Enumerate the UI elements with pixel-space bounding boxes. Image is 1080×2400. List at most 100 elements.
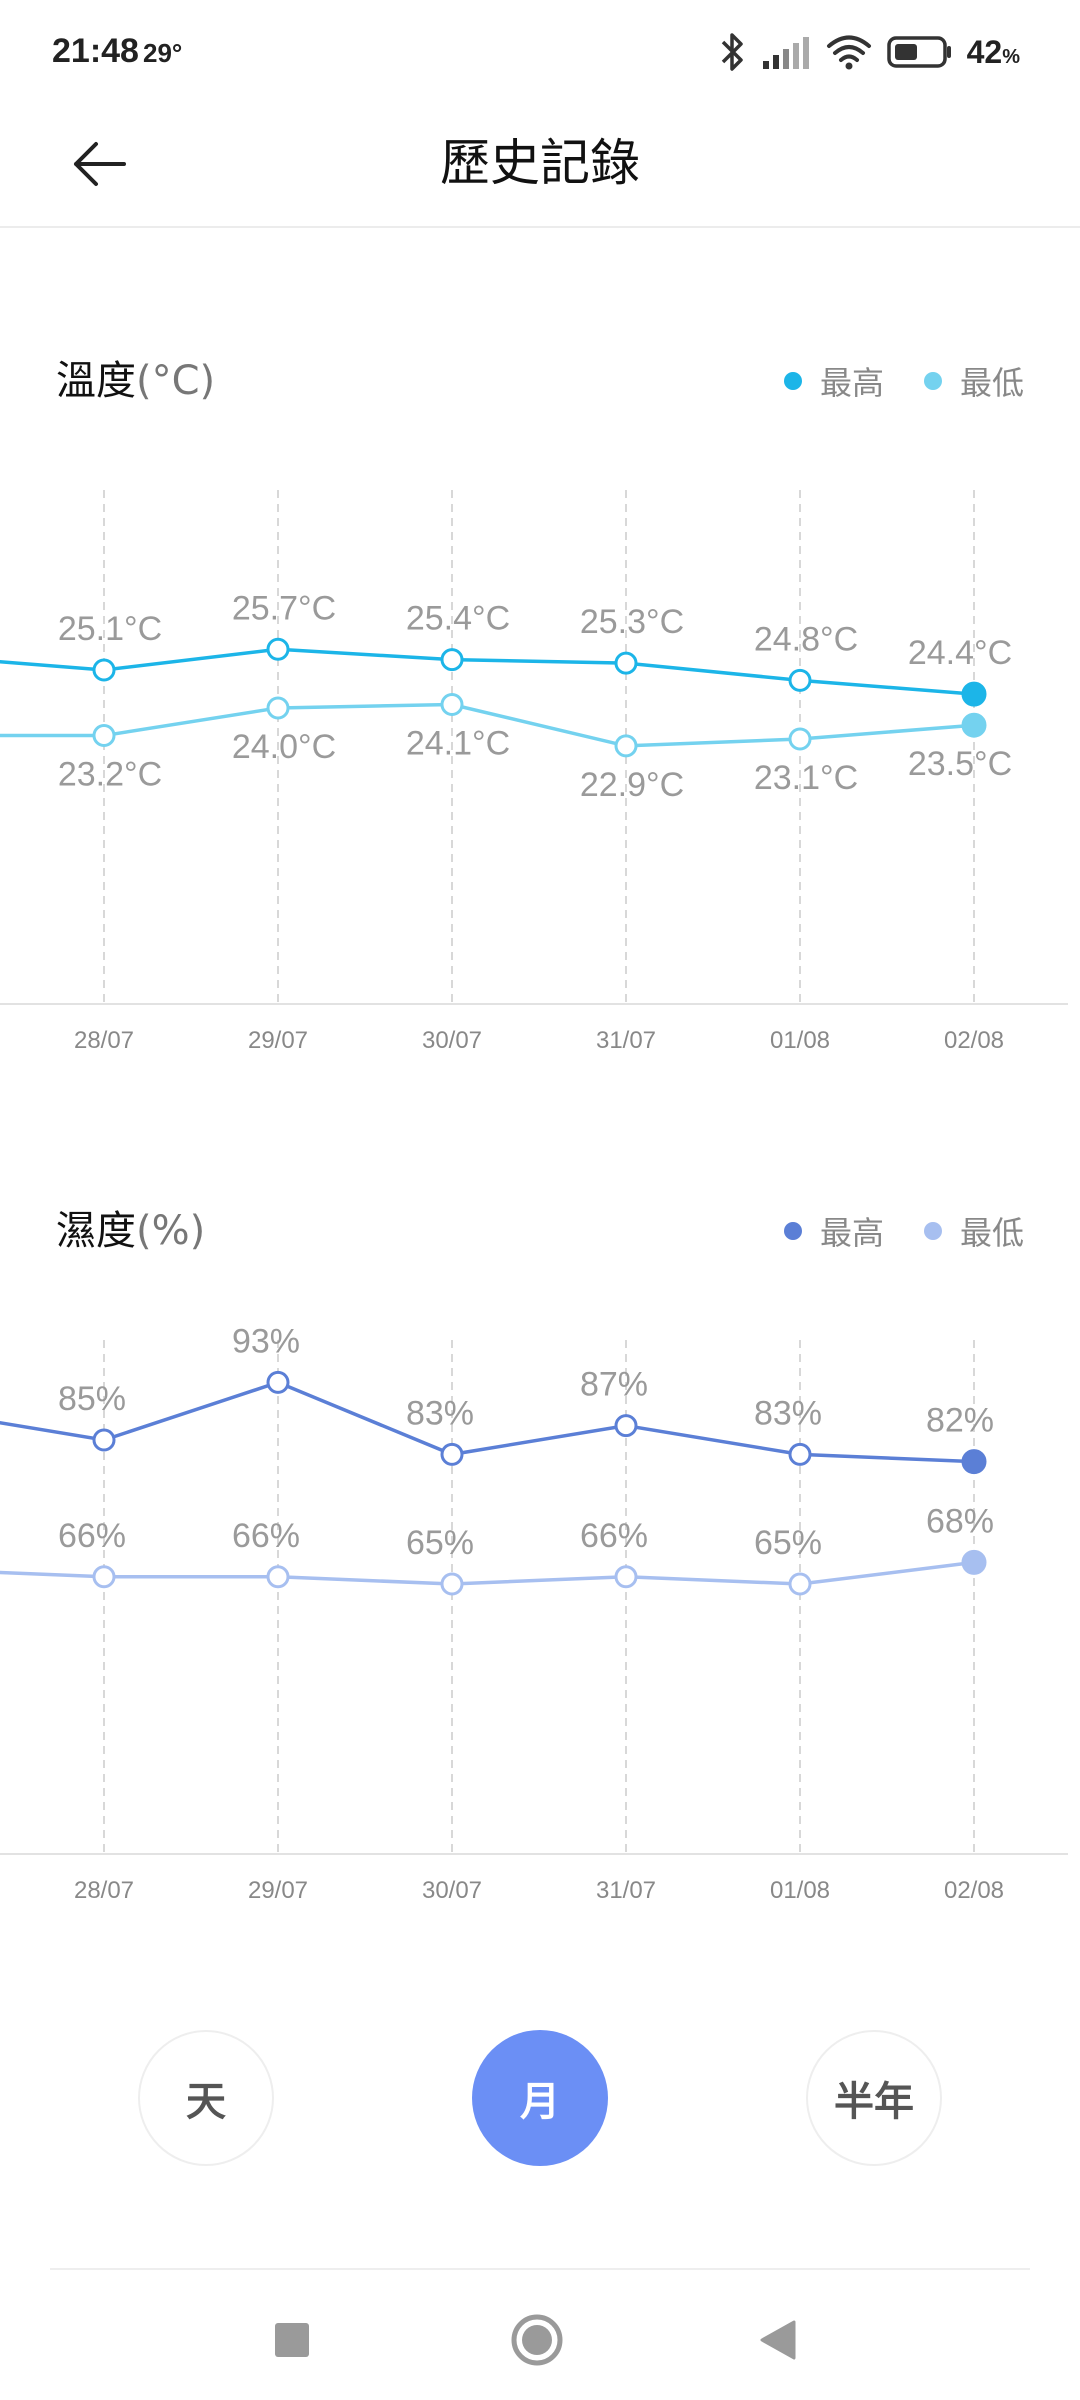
back-button[interactable] <box>60 124 140 204</box>
x-tick-label: 01/08 <box>770 1027 830 1054</box>
nav-back-button[interactable] <box>738 2300 818 2380</box>
nav-divider <box>50 2268 1030 2270</box>
square-icon <box>275 2323 309 2357</box>
x-tick-label: 28/07 <box>74 1027 134 1054</box>
x-tick-label: 29/07 <box>248 1877 308 1904</box>
triangle-back-icon <box>760 2320 796 2360</box>
bluetooth-icon <box>721 33 743 71</box>
range-selector: 天 月 半年 <box>0 2030 1080 2170</box>
x-tick-label: 02/08 <box>944 1027 1004 1054</box>
recents-button[interactable] <box>252 2300 332 2380</box>
legend-dot-max <box>783 372 802 390</box>
data-label: 24.0°C <box>232 728 336 766</box>
data-point <box>266 1370 290 1394</box>
status-temperature: 29° <box>143 38 183 68</box>
data-point <box>92 1428 116 1452</box>
x-tick-label: 02/08 <box>944 1877 1004 1904</box>
temperature-chart: 28/07 29/07 30/07 31/07 01/08 02/08 25.1°C 25.7… <box>0 490 1068 1054</box>
data-point <box>614 1414 638 1438</box>
data-point <box>614 734 638 758</box>
legend-item-max: 最高 <box>783 1208 884 1254</box>
data-point <box>440 1442 464 1466</box>
system-nav-bar <box>0 2270 1080 2400</box>
temperature-chart-title: 溫度(°C) <box>56 358 216 404</box>
x-tick-label: 31/07 <box>596 1877 656 1904</box>
data-point <box>614 1565 638 1589</box>
temperature-chart-section: 溫度(°C) 最高 最低 28/07 29/07 30/07 31/07 01/08 02… <box>0 330 1080 1070</box>
page-title: 歷史記錄 <box>440 134 640 192</box>
legend-item-min: 最低 <box>923 358 1024 404</box>
data-point <box>266 637 290 661</box>
data-point <box>92 658 116 682</box>
x-tick-label: 30/07 <box>422 1027 482 1054</box>
data-point <box>961 712 987 738</box>
data-point <box>266 696 290 720</box>
range-day-button[interactable]: 天 <box>138 2030 274 2166</box>
temperature-legend: 最高 最低 <box>783 358 1024 404</box>
data-point <box>92 1565 116 1589</box>
data-label: 22.9°C <box>580 766 684 804</box>
legend-dot-min <box>923 1222 942 1240</box>
legend-item-min: 最低 <box>923 1208 1024 1254</box>
humidity-legend: 最高 最低 <box>783 1208 1024 1254</box>
series-line-min <box>0 1560 975 1586</box>
arrow-left-icon <box>74 142 126 186</box>
home-button[interactable] <box>497 2300 577 2380</box>
legend-label-min: 最低 <box>959 1214 1024 1252</box>
data-label: 23.5°C <box>908 745 1012 783</box>
x-tick-label: 31/07 <box>596 1027 656 1054</box>
legend-dot-min <box>923 372 942 390</box>
status-bar: 21:48 29° 42% <box>0 0 1080 100</box>
data-label: 24.4°C <box>908 634 1012 672</box>
data-label: 24.1°C <box>406 725 510 763</box>
range-month-button[interactable]: 月 <box>472 2030 608 2166</box>
top-app-bar: 歷史記錄 <box>0 100 1080 228</box>
data-point <box>788 727 812 751</box>
data-label: 83% <box>754 1394 822 1432</box>
legend-label-max: 最高 <box>819 1214 884 1252</box>
data-label: 25.1°C <box>58 610 162 648</box>
data-label: 24.8°C <box>754 620 858 658</box>
legend-label-min: 最低 <box>959 364 1024 402</box>
x-tick-label: 29/07 <box>248 1027 308 1054</box>
x-tick-label: 30/07 <box>422 1877 482 1904</box>
data-label: 25.3°C <box>580 603 684 641</box>
battery-icon <box>886 36 951 68</box>
data-point <box>961 1549 987 1575</box>
data-label: 66% <box>58 1517 126 1555</box>
series-line-max <box>0 1380 975 1464</box>
data-label: 23.2°C <box>58 756 162 794</box>
data-label: 65% <box>754 1524 822 1562</box>
data-point <box>788 668 812 692</box>
data-label: 85% <box>58 1380 126 1418</box>
data-label: 25.4°C <box>406 600 510 638</box>
data-point <box>266 1565 290 1589</box>
data-point <box>440 693 464 716</box>
data-label: 65% <box>406 1524 474 1562</box>
x-tick-label: 28/07 <box>74 1877 134 1904</box>
data-label: 23.1°C <box>754 759 858 797</box>
data-label: 68% <box>926 1502 994 1540</box>
data-point <box>961 681 987 707</box>
humidity-chart-title: 濕度(%) <box>56 1208 206 1254</box>
data-label: 87% <box>580 1366 648 1404</box>
data-label: 93% <box>232 1322 300 1360</box>
status-time: 21:48 <box>52 32 139 70</box>
data-point <box>961 1449 987 1475</box>
data-point <box>788 1572 812 1596</box>
wifi-icon <box>826 35 871 70</box>
data-point <box>614 651 638 675</box>
signal-icon <box>762 37 809 69</box>
data-point <box>440 648 464 672</box>
legend-item-max: 最高 <box>783 358 884 404</box>
status-icons: 42% <box>717 26 1020 78</box>
humidity-chart-section: 濕度(%) 最高 最低 28/07 29/07 30/07 31/07 01/08 02/… <box>0 1180 1080 1920</box>
data-label: 25.7°C <box>232 589 336 627</box>
data-point <box>92 724 116 748</box>
circle-icon <box>511 2314 563 2366</box>
data-point <box>440 1572 464 1596</box>
range-half-year-button[interactable]: 半年 <box>806 2030 942 2166</box>
legend-label-max: 最高 <box>819 364 884 402</box>
legend-dot-max <box>783 1222 802 1240</box>
data-label: 66% <box>232 1517 300 1555</box>
